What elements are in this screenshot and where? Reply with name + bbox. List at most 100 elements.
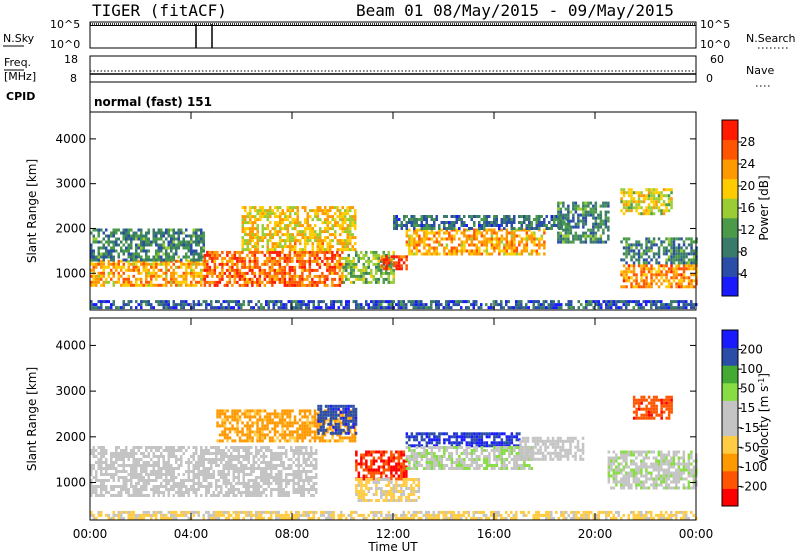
data-cell	[303, 427, 307, 431]
data-cell	[627, 194, 631, 198]
data-cell	[312, 300, 315, 304]
data-cell	[249, 230, 252, 234]
data-cell	[247, 491, 250, 494]
data-cell	[530, 234, 534, 238]
data-cell	[266, 421, 269, 425]
data-cell	[640, 200, 643, 204]
data-cell	[192, 482, 195, 485]
data-cell	[670, 240, 673, 244]
data-cell	[291, 218, 294, 222]
data-cell	[463, 221, 466, 224]
data-cell	[650, 194, 653, 198]
data-cell	[463, 234, 466, 238]
data-cell	[650, 191, 653, 195]
data-cell	[122, 455, 125, 458]
data-cell	[637, 300, 640, 304]
data-cell	[92, 464, 95, 467]
data-cell	[217, 452, 220, 455]
data-cell	[241, 242, 244, 246]
data-cell	[630, 191, 633, 195]
data-cell	[630, 188, 633, 192]
data-cell	[210, 452, 213, 455]
data-cell	[680, 249, 683, 253]
data-cell	[246, 233, 249, 237]
data-cell	[142, 240, 145, 244]
data-cell	[100, 306, 103, 310]
data-cell	[140, 464, 143, 467]
data-cell	[248, 427, 252, 431]
data-cell	[525, 227, 528, 230]
data-cell	[533, 237, 536, 241]
data-cell	[268, 250, 272, 254]
data-cell	[242, 485, 245, 488]
data-cell	[226, 427, 229, 431]
data-cell	[187, 494, 190, 497]
data-cell	[180, 274, 183, 278]
data-cell	[231, 418, 234, 422]
data-cell	[270, 464, 273, 467]
data-cell	[400, 227, 403, 230]
data-cell	[662, 212, 666, 216]
data-cell	[180, 458, 183, 461]
data-cell	[490, 243, 494, 247]
data-cell	[495, 218, 498, 221]
data-cell	[220, 449, 223, 452]
data-cell	[256, 224, 259, 228]
data-cell	[672, 279, 676, 283]
data-cell	[318, 256, 322, 260]
data-cell	[278, 256, 282, 260]
data-cell	[177, 240, 180, 244]
data-cell	[241, 248, 244, 252]
data-cell	[253, 415, 257, 419]
data-cell	[215, 482, 218, 485]
data-cell	[550, 224, 553, 227]
data-cell	[180, 455, 183, 458]
data-cell	[377, 300, 380, 304]
data-cell	[125, 482, 128, 485]
data-cell	[215, 300, 218, 304]
data-cell	[460, 243, 464, 247]
data-cell	[289, 245, 292, 249]
data-cell	[412, 300, 415, 304]
data-cell	[324, 248, 327, 252]
data-cell	[142, 268, 145, 272]
data-cell	[213, 283, 217, 287]
data-cell	[635, 282, 638, 286]
data-cell	[308, 271, 312, 275]
data-cell	[316, 233, 319, 237]
data-cell	[485, 243, 489, 247]
data-cell	[402, 300, 405, 304]
data-cell	[167, 258, 170, 262]
data-cell	[162, 271, 165, 275]
data-cell	[284, 218, 287, 222]
data-cell	[162, 479, 165, 482]
data-cell	[392, 261, 396, 265]
data-cell	[227, 467, 230, 470]
data-cell	[155, 470, 158, 473]
data-cell	[150, 464, 153, 467]
data-cell	[132, 467, 135, 470]
data-cell	[690, 264, 693, 268]
data-cell	[249, 236, 252, 240]
data-cell	[152, 265, 155, 269]
data-cell	[270, 300, 273, 304]
data-cell	[241, 230, 244, 234]
data-cell	[295, 470, 298, 473]
data-cell	[100, 274, 103, 278]
data-cell	[336, 224, 339, 228]
data-cell	[262, 455, 265, 458]
data-cell	[625, 276, 628, 280]
data-cell	[455, 218, 458, 221]
data-cell	[354, 236, 357, 240]
data-cell	[351, 215, 354, 219]
y-tick-label: 1000	[55, 266, 86, 280]
data-cell	[172, 300, 175, 304]
data-cell	[662, 273, 666, 277]
data-cell	[297, 470, 300, 473]
data-cell	[313, 421, 317, 425]
data-cell	[206, 253, 209, 257]
data-cell	[281, 274, 284, 278]
data-cell	[218, 409, 222, 413]
data-cell	[270, 467, 273, 470]
data-cell	[306, 277, 309, 281]
